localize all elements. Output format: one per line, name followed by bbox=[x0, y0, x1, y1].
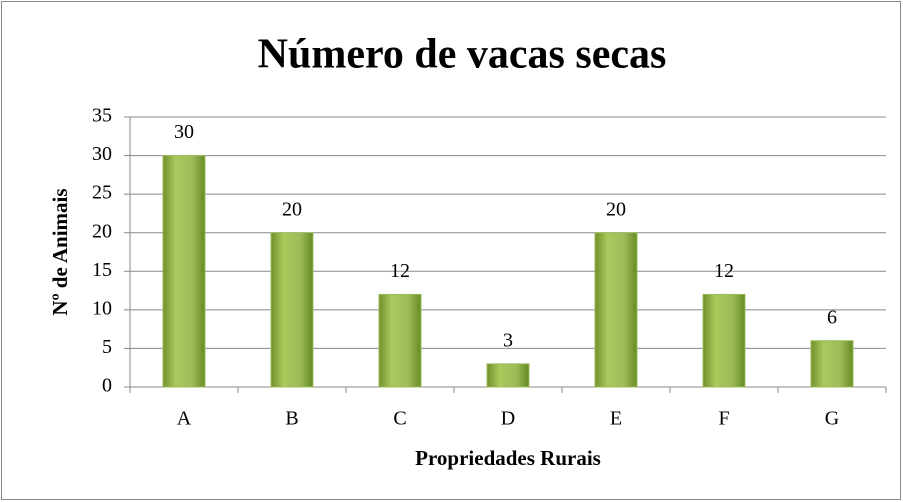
data-label: 12 bbox=[390, 260, 410, 282]
data-label: 20 bbox=[606, 198, 626, 220]
y-axis-label: Nº de Animais bbox=[48, 188, 72, 315]
data-label: 6 bbox=[827, 306, 837, 328]
data-label: 20 bbox=[282, 198, 302, 220]
y-tick-label: 25 bbox=[92, 182, 112, 204]
bar bbox=[810, 340, 854, 388]
x-tick-label: A bbox=[177, 408, 192, 430]
y-tick-label: 5 bbox=[102, 336, 112, 358]
data-label: 3 bbox=[503, 329, 513, 351]
x-tick-label: G bbox=[825, 408, 839, 430]
y-tick-label: 35 bbox=[92, 105, 112, 127]
y-tick-label: 15 bbox=[92, 259, 112, 281]
bar bbox=[162, 155, 206, 388]
x-tick-label: C bbox=[393, 408, 406, 430]
bar bbox=[270, 232, 314, 388]
chart-title: Número de vacas secas bbox=[258, 32, 667, 78]
x-axis-label: Propriedades Rurais bbox=[415, 446, 601, 470]
y-tick-label: 0 bbox=[102, 375, 112, 397]
bar bbox=[378, 293, 422, 388]
y-tick-label: 30 bbox=[92, 143, 112, 165]
y-tick-label: 10 bbox=[92, 297, 112, 319]
bar bbox=[486, 363, 530, 388]
x-tick-label: D bbox=[501, 408, 515, 430]
y-tick-label: 20 bbox=[92, 220, 112, 242]
x-tick-label: E bbox=[610, 408, 622, 430]
bar bbox=[702, 293, 746, 388]
data-label: 30 bbox=[174, 121, 194, 143]
x-tick-label: B bbox=[285, 408, 298, 430]
x-tick-label: F bbox=[718, 408, 729, 430]
data-label: 12 bbox=[714, 260, 734, 282]
bar bbox=[594, 232, 638, 388]
